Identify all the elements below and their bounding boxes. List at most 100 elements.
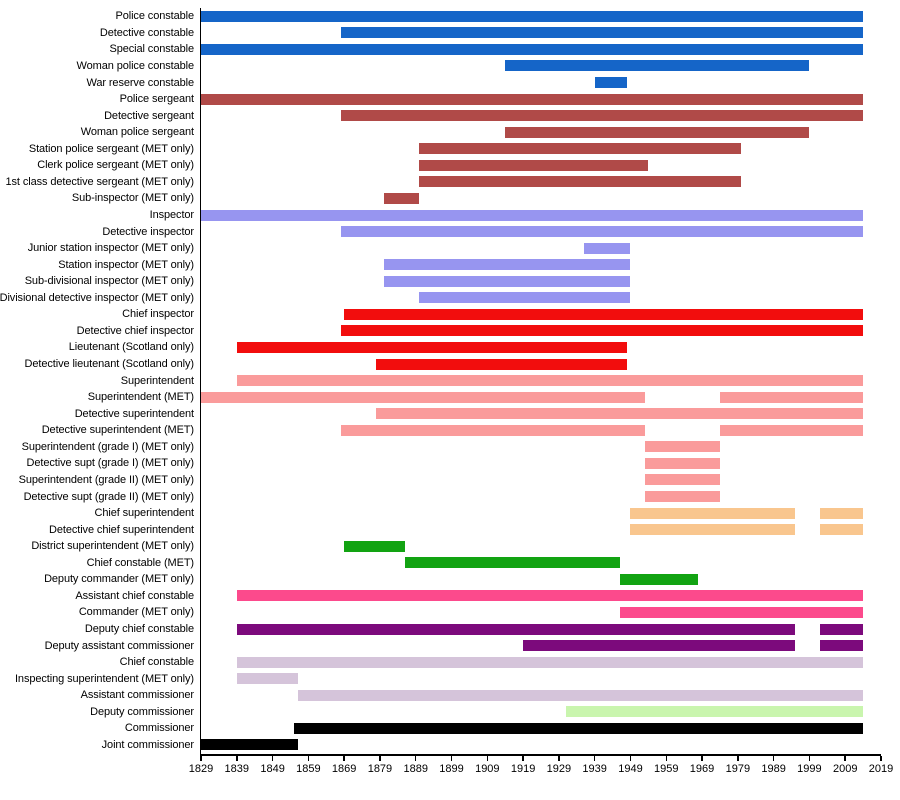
row-label-18: Chief inspector (122, 308, 194, 321)
row-label-38: Deputy assistant commissioner (44, 639, 194, 652)
rank-bar-8-0 (419, 143, 742, 155)
row-label-25: Detective superintendent (MET) (41, 424, 194, 437)
x-tick-mark-1959 (665, 755, 667, 761)
rank-bar-24-0 (376, 408, 864, 420)
row-label-17: Divisional detective inspector (MET only… (0, 291, 194, 304)
rank-bar-27-0 (644, 457, 720, 469)
rank-bar-31-1 (820, 524, 864, 536)
rank-bar-37-1 (820, 623, 864, 635)
x-tick-mark-1919 (522, 755, 524, 761)
row-label-26: Superintendent (grade I) (MET only) (21, 440, 194, 453)
x-tick-mark-1989 (772, 755, 775, 761)
rank-bar-33-0 (405, 557, 620, 569)
x-tick-mark-1829 (200, 755, 202, 761)
row-label-32: District superintendent (MET only) (31, 540, 194, 553)
x-tick-mark-1999 (808, 755, 811, 761)
row-label-5: Police sergeant (119, 93, 194, 106)
row-label-29: Detective supt (grade II) (MET only) (23, 490, 195, 503)
x-tick-mark-1869 (343, 755, 345, 761)
x-tick-label-1969: 1969 (689, 763, 715, 775)
rank-bar-17-0 (419, 292, 631, 304)
row-label-42: Deputy commissioner (90, 705, 194, 718)
rank-bar-13-0 (340, 226, 864, 238)
x-tick-label-1829: 1829 (188, 763, 214, 775)
rank-bar-11-0 (383, 192, 420, 204)
x-tick-mark-2009 (844, 755, 846, 761)
row-label-14: Junior station inspector (MET only) (27, 242, 194, 255)
rank-bar-38-1 (820, 640, 864, 652)
rank-bar-16-0 (383, 275, 631, 287)
rank-bar-30-0 (630, 507, 796, 519)
rank-bar-25-1 (719, 424, 864, 436)
row-label-31: Detective chief superintendent (49, 523, 194, 536)
rank-bar-3-0 (505, 60, 810, 72)
row-label-36: Commander (MET only) (78, 606, 194, 619)
row-label-27: Detective supt (grade I) (MET only) (26, 457, 195, 470)
x-tick-label-1929: 1929 (546, 763, 572, 775)
row-label-34: Deputy commander (MET only) (44, 573, 194, 586)
rank-bar-12-0 (201, 209, 864, 221)
row-label-16: Sub-divisional inspector (MET only) (24, 275, 194, 288)
row-label-10: 1st class detective sergeant (MET only) (5, 175, 195, 188)
row-label-22: Superintendent (120, 374, 194, 387)
rank-bar-2-0 (201, 43, 864, 55)
rank-bar-44-0 (201, 739, 298, 751)
x-tick-label-1869: 1869 (331, 763, 357, 775)
x-tick-mark-1909 (486, 755, 489, 761)
row-label-12: Inspector (149, 208, 194, 221)
x-tick-label-1909: 1909 (475, 763, 500, 775)
x-tick-label-2019: 2019 (868, 763, 894, 775)
row-label-20: Lieutenant (Scotland only) (68, 341, 194, 354)
x-tick-label-1859: 1859 (296, 763, 321, 775)
rank-bar-7-0 (505, 126, 810, 138)
x-tick-label-1879: 1879 (367, 763, 393, 775)
rank-bar-23-1 (719, 391, 864, 403)
x-tick-mark-1889 (414, 755, 417, 761)
rank-bar-15-0 (383, 259, 631, 271)
x-tick-label-1899: 1899 (439, 763, 464, 775)
rank-bar-23-0 (201, 391, 645, 403)
rank-bar-32-0 (344, 540, 405, 552)
row-label-24: Detective superintendent (74, 407, 194, 420)
x-tick-mark-1879 (379, 755, 381, 761)
x-tick-mark-2019 (880, 755, 882, 761)
row-label-1: Detective constable (99, 26, 194, 39)
rank-bar-29-0 (644, 491, 720, 503)
row-label-39: Chief constable (119, 656, 194, 669)
x-tick-label-1849: 1849 (260, 763, 285, 775)
rank-bar-14-0 (583, 242, 631, 254)
x-tick-label-2009: 2009 (832, 763, 858, 775)
rank-bar-35-0 (236, 590, 864, 602)
rank-bar-18-0 (344, 308, 864, 320)
row-label-28: Superintendent (grade II) (MET only) (18, 473, 194, 486)
rank-bar-40-0 (236, 673, 298, 685)
rank-bar-10-0 (419, 176, 742, 188)
row-label-21: Detective lieutenant (Scotland only) (24, 358, 195, 371)
x-tick-mark-1949 (629, 755, 632, 761)
row-label-8: Station police sergeant (MET only) (28, 142, 194, 155)
row-label-6: Detective sergeant (104, 109, 194, 122)
rank-bar-26-0 (644, 441, 720, 453)
row-label-0: Police constable (115, 10, 194, 23)
rank-bar-1-0 (340, 27, 864, 39)
rank-bar-36-0 (619, 606, 864, 618)
rank-bar-0-0 (201, 10, 864, 22)
row-label-43: Commissioner (124, 722, 194, 735)
rank-bar-9-0 (419, 159, 649, 171)
x-tick-mark-1899 (450, 755, 453, 761)
rank-bar-21-0 (376, 358, 627, 370)
row-label-3: Woman police constable (76, 59, 195, 72)
rank-bar-37-0 (236, 623, 796, 635)
x-tick-mark-1979 (737, 755, 739, 761)
rank-bar-22-0 (236, 375, 864, 387)
x-tick-label-1839: 1839 (224, 763, 250, 775)
x-tick-label-1979: 1979 (725, 763, 751, 775)
rank-bar-6-0 (340, 110, 864, 122)
row-label-11: Sub-inspector (MET only) (71, 192, 194, 205)
rank-bar-39-0 (236, 656, 864, 668)
rank-bar-30-1 (820, 507, 864, 519)
rank-bar-41-0 (297, 689, 864, 701)
rank-bar-5-0 (201, 93, 864, 105)
row-label-35: Assistant chief constable (75, 589, 194, 602)
